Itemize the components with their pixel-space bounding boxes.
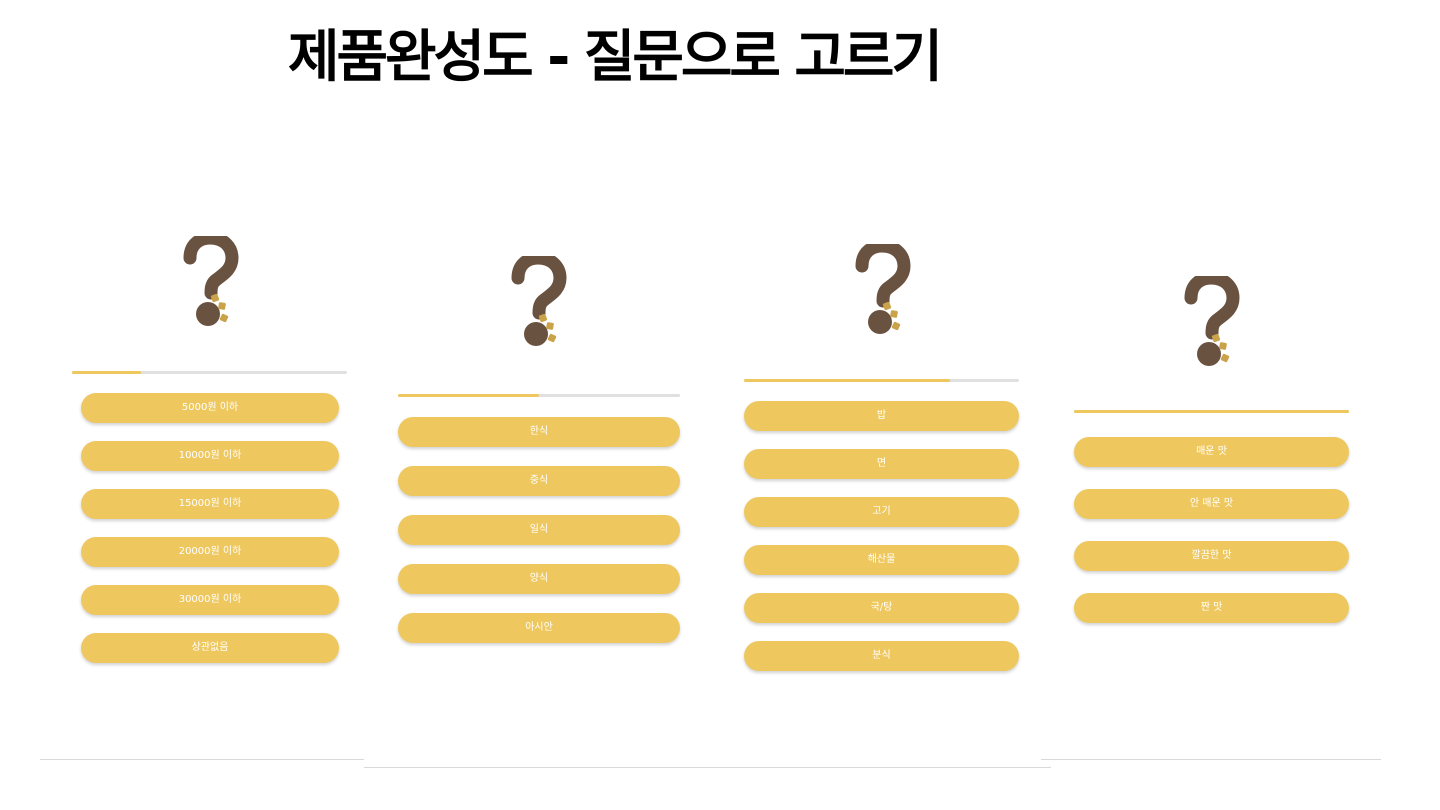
option-button[interactable]: 아시안 [398, 613, 680, 643]
option-button[interactable]: 분식 [744, 641, 1019, 671]
question-mark-icon [1181, 276, 1241, 368]
option-button[interactable]: 10000원 이하 [81, 441, 339, 471]
progress-bar [1074, 410, 1349, 413]
option-button[interactable]: 5000원 이하 [81, 393, 339, 423]
question-mark-icon [852, 244, 912, 336]
option-button[interactable]: 면 [744, 449, 1019, 479]
option-button[interactable]: 깔끔한 맛 [1074, 541, 1349, 571]
question-mark-icon [180, 236, 240, 328]
progress-fill [744, 379, 951, 382]
divider-middle [364, 767, 1051, 768]
progress-bar [398, 394, 680, 397]
progress-bar [744, 379, 1019, 382]
option-button[interactable]: 밥 [744, 401, 1019, 431]
option-button[interactable]: 15000원 이하 [81, 489, 339, 519]
option-button[interactable]: 중식 [398, 466, 680, 496]
option-button[interactable]: 매운 맛 [1074, 437, 1349, 467]
option-button[interactable]: 일식 [398, 515, 680, 545]
divider-left [40, 759, 364, 760]
option-button[interactable]: 20000원 이하 [81, 537, 339, 567]
option-button[interactable]: 한식 [398, 417, 680, 447]
question-mark-icon [508, 256, 568, 348]
progress-bar [72, 371, 347, 374]
option-button[interactable]: 안 매운 맛 [1074, 489, 1349, 519]
option-button[interactable]: 고기 [744, 497, 1019, 527]
option-button[interactable]: 상관없음 [81, 633, 339, 663]
option-button[interactable]: 해산물 [744, 545, 1019, 575]
option-button[interactable]: 양식 [398, 564, 680, 594]
option-button[interactable]: 30000원 이하 [81, 585, 339, 615]
page-title: 제품완성도 - 질문으로 고르기 [288, 25, 943, 90]
divider-right [1041, 759, 1381, 760]
option-button[interactable]: 국/탕 [744, 593, 1019, 623]
progress-fill [72, 371, 141, 374]
option-button[interactable]: 짠 맛 [1074, 593, 1349, 623]
progress-fill [398, 394, 539, 397]
progress-fill [1074, 410, 1349, 413]
